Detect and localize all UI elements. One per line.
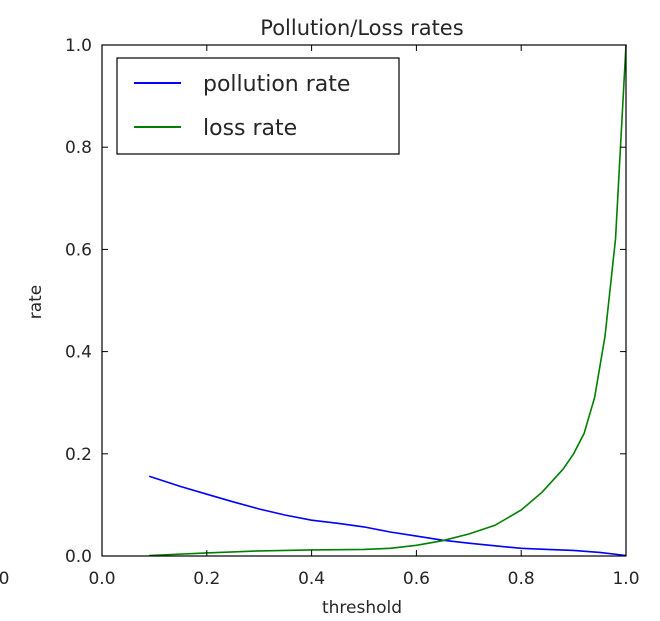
x-tick-label: 0.4 [298, 569, 325, 589]
x-tick-label: 0.2 [193, 569, 220, 589]
y-tick-label: 0.8 [65, 138, 92, 158]
y-tick-label: 1.0 [65, 36, 92, 56]
series-line-loss-rate [149, 44, 627, 557]
tick-layer: 0.0 0.2 0.4 0.6 0.8 1.0 0.0 0.2 0.4 0.6 0.8 1.0 [65, 36, 640, 589]
chart-title: Pollution/Loss rates [260, 16, 463, 40]
series-layer [148, 44, 627, 557]
y-tick-label: 0.0 [65, 547, 92, 567]
series-line-pollution-rate [148, 475, 627, 557]
x-tick-label: 0.6 [403, 569, 430, 589]
plot-frame [101, 44, 627, 557]
legend-label-loss-rate: loss rate [203, 116, 297, 141]
y-tick-label: 0.6 [65, 240, 92, 260]
x-tick-label: 0.0 [88, 569, 115, 589]
x-axis-label: threshold [322, 598, 402, 618]
y-tick-label: 0.4 [65, 343, 92, 363]
legend-label-pollution-rate: pollution rate [203, 72, 350, 97]
x-tick-label: 1.0 [612, 569, 639, 589]
y-tick-label: 0.2 [65, 445, 92, 465]
y-axis-label: rate [26, 285, 46, 320]
stray-tick-label: 0 [0, 569, 9, 589]
legend-box [116, 57, 400, 155]
legend: pollution rate loss rate [116, 57, 400, 155]
x-tick-label: 0.8 [508, 569, 535, 589]
